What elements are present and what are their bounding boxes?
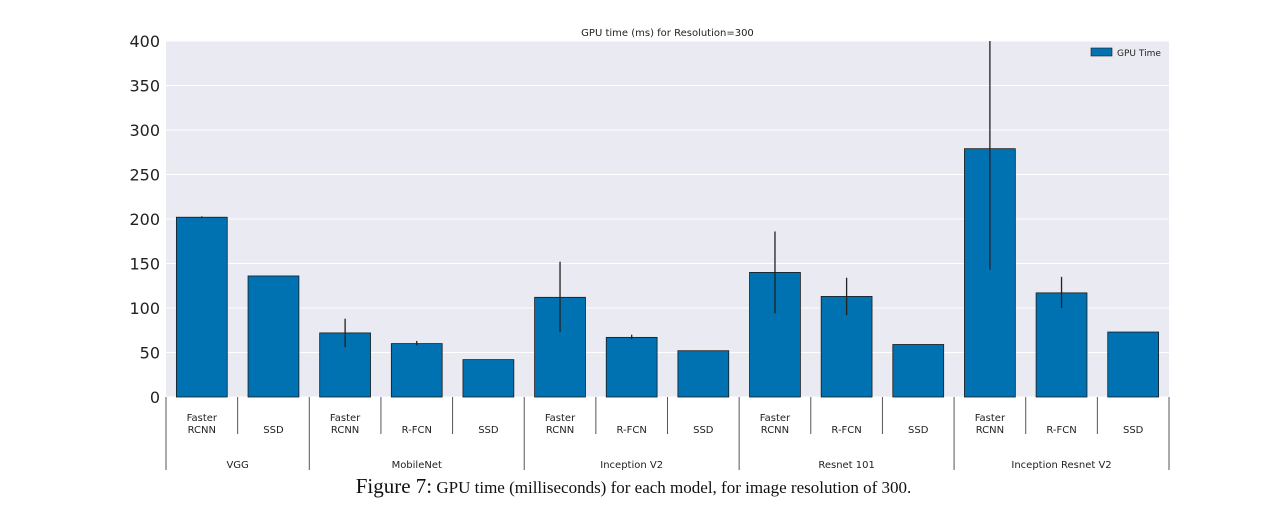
- bar: [677, 350, 730, 398]
- group-label: Inception Resnet V2: [1011, 460, 1111, 471]
- y-tick-label: 400: [129, 32, 160, 51]
- bar: [605, 336, 658, 398]
- x-tick-label: R-FCN: [616, 425, 646, 436]
- group-label: MobileNet: [392, 460, 442, 471]
- y-tick-label: 50: [140, 344, 160, 363]
- caption-lead: Figure 7:: [355, 474, 433, 498]
- legend: GPU Time: [1090, 47, 1161, 59]
- x-tick-label: Faster RCNN: [975, 413, 1006, 436]
- x-tick-label: R-FCN: [1046, 425, 1076, 436]
- x-tick-label: SSD: [263, 425, 284, 436]
- x-tick-label: R-FCN: [831, 425, 861, 436]
- legend-label: GPU Time: [1117, 49, 1161, 59]
- figure-caption: Figure 7: GPU time (milliseconds) for ea…: [0, 474, 1267, 499]
- bar: [175, 216, 228, 398]
- legend-swatch: [1090, 47, 1113, 57]
- bar: [1035, 292, 1088, 398]
- y-tick-label: 150: [129, 255, 160, 274]
- group-label: Inception V2: [600, 460, 663, 471]
- x-tick-label: SSD: [693, 425, 714, 436]
- y-tick-label: 350: [129, 77, 160, 96]
- caption-text: GPU time (milliseconds) for each model, …: [436, 478, 912, 497]
- x-tick-label: Faster RCNN: [760, 413, 791, 436]
- bar: [247, 275, 300, 398]
- x-axis: Faster RCNN SSD Faster RCNN R-FCN SSD Faster RCN…: [165, 397, 1170, 471]
- y-tick-label: 0: [150, 388, 160, 407]
- y-tick-label: 250: [129, 166, 160, 185]
- bar: [462, 359, 515, 398]
- chart-title: GPU time (ms) for Resolution=300: [581, 28, 754, 39]
- group-label: VGG: [226, 460, 248, 471]
- y-axis: 0 50 100 150 200 250 300 350 400: [129, 32, 160, 407]
- x-tick-label: Faster RCNN: [330, 413, 361, 436]
- x-tick-label: SSD: [1123, 425, 1144, 436]
- x-tick-label: SSD: [478, 425, 499, 436]
- x-tick-label: SSD: [908, 425, 929, 436]
- bar: [892, 344, 945, 398]
- x-tick-label: Faster RCNN: [545, 413, 576, 436]
- bar: [390, 343, 443, 398]
- bars: [175, 41, 1160, 398]
- group-label: Resnet 101: [818, 460, 875, 471]
- x-tick-label: R-FCN: [402, 425, 432, 436]
- y-tick-label: 200: [129, 210, 160, 229]
- y-tick-label: 300: [129, 121, 160, 140]
- bar: [1107, 331, 1160, 398]
- y-tick-label: 100: [129, 299, 160, 318]
- x-tick-label: Faster RCNN: [187, 413, 218, 436]
